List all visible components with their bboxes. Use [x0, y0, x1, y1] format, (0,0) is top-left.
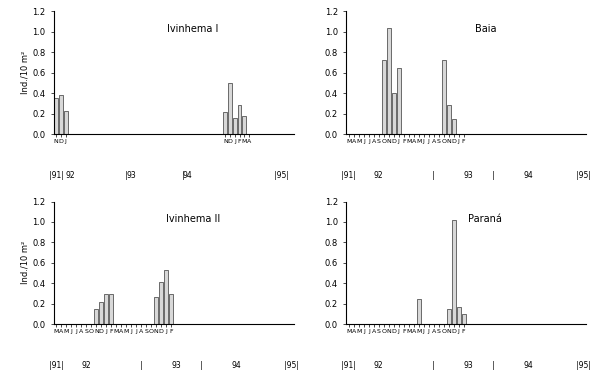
Bar — [417, 299, 421, 324]
Bar — [228, 83, 232, 134]
Bar — [233, 118, 237, 134]
Bar — [242, 116, 246, 134]
Bar — [169, 294, 173, 324]
Text: |: | — [200, 361, 203, 370]
Bar — [447, 309, 451, 324]
Text: |91|: |91| — [49, 361, 64, 370]
Text: Baia: Baia — [475, 24, 496, 34]
Text: 92: 92 — [374, 171, 383, 180]
Bar — [387, 28, 391, 134]
Text: |91|: |91| — [341, 361, 356, 370]
Bar — [104, 294, 108, 324]
Text: |95|: |95| — [576, 171, 591, 180]
Bar — [94, 309, 99, 324]
Text: |95|: |95| — [576, 361, 591, 370]
Text: 92: 92 — [65, 171, 75, 180]
Text: |95|: |95| — [283, 361, 298, 370]
Bar — [447, 106, 451, 134]
Text: |91|: |91| — [48, 171, 63, 180]
Text: |: | — [432, 361, 435, 370]
Text: |: | — [140, 361, 142, 370]
Bar — [237, 106, 242, 134]
Bar — [396, 67, 401, 134]
Text: 92: 92 — [81, 361, 91, 370]
Text: 93: 93 — [127, 171, 136, 180]
Text: |: | — [492, 171, 495, 180]
Bar — [451, 220, 456, 324]
Bar — [462, 314, 466, 324]
Text: Ivinhema II: Ivinhema II — [166, 214, 220, 224]
Bar — [224, 112, 227, 134]
Bar — [164, 270, 168, 324]
Text: |: | — [182, 171, 184, 180]
Bar — [392, 93, 396, 134]
Text: 94: 94 — [524, 171, 533, 180]
Y-axis label: Ind./10 m²: Ind./10 m² — [20, 51, 29, 94]
Text: 94: 94 — [231, 361, 241, 370]
Y-axis label: Ind./10 m²: Ind./10 m² — [20, 241, 29, 285]
Text: |: | — [126, 171, 128, 180]
Text: Ivinhema I: Ivinhema I — [167, 24, 218, 34]
Bar — [99, 302, 103, 324]
Text: 92: 92 — [374, 361, 383, 370]
Text: 93: 93 — [464, 171, 474, 180]
Bar — [441, 60, 446, 134]
Bar — [451, 119, 456, 134]
Text: 93: 93 — [464, 361, 474, 370]
Bar — [63, 110, 68, 134]
Bar — [109, 294, 114, 324]
Bar — [382, 60, 386, 134]
Text: 94: 94 — [183, 171, 193, 180]
Bar — [154, 297, 158, 324]
Bar — [54, 98, 58, 134]
Text: 93: 93 — [171, 361, 181, 370]
Bar — [456, 307, 461, 324]
Text: |91|: |91| — [341, 171, 356, 180]
Text: 94: 94 — [524, 361, 533, 370]
Text: |95|: |95| — [274, 171, 289, 180]
Bar — [159, 282, 163, 324]
Text: |: | — [432, 171, 435, 180]
Text: Paraná: Paraná — [468, 214, 502, 224]
Text: |: | — [492, 361, 495, 370]
Bar — [59, 95, 63, 134]
